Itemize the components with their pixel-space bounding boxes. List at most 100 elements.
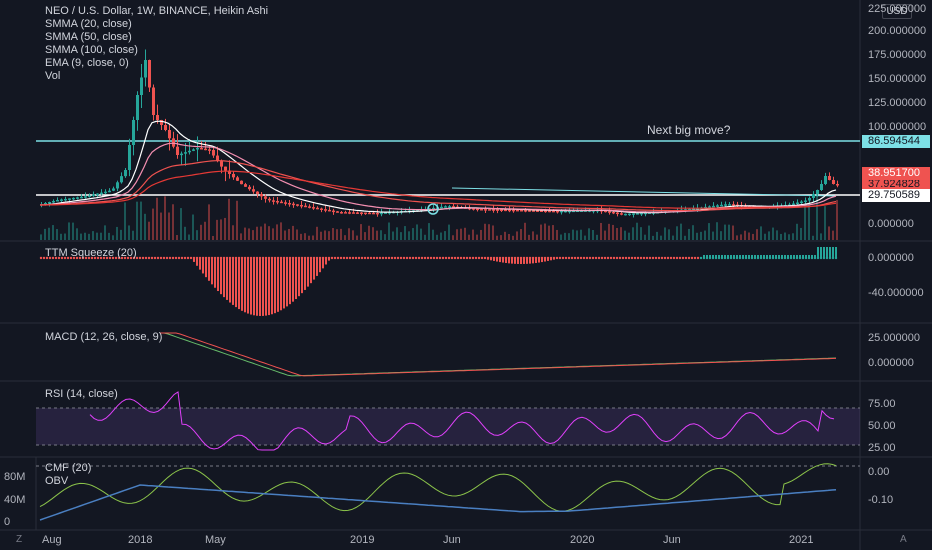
squeeze-dot — [699, 256, 703, 260]
squeeze-dot — [51, 256, 55, 260]
candle — [360, 212, 363, 214]
squeeze-dot — [654, 256, 658, 260]
volume-bar — [592, 229, 594, 240]
squeeze-dot — [48, 256, 52, 260]
squeeze-dot — [354, 256, 358, 260]
squeeze-dot — [201, 256, 205, 260]
squeeze-dot — [765, 256, 769, 260]
trend-line[interactable] — [451, 187, 836, 197]
candle — [44, 203, 47, 205]
candle — [608, 211, 611, 213]
candle — [236, 177, 239, 181]
volume-bar — [712, 231, 714, 240]
squeeze-dot — [42, 256, 46, 260]
squeeze-bar — [499, 258, 501, 263]
squeeze-dot — [612, 256, 616, 260]
macd-label[interactable]: MACD (12, 26, close, 9) — [45, 331, 163, 343]
candle — [276, 201, 279, 203]
rsi-tick: 50.00 — [868, 420, 896, 432]
squeeze-bar — [304, 258, 306, 290]
squeeze-label[interactable]: TTM Squeeze (20) — [45, 247, 137, 259]
squeeze-bar — [250, 258, 252, 315]
squeeze-dot — [363, 256, 367, 260]
obv-label[interactable]: OBV — [45, 475, 69, 487]
volume-bar — [400, 232, 402, 240]
volume-bar — [504, 231, 506, 240]
volume-bar — [552, 225, 554, 240]
squeeze-dot — [306, 256, 310, 260]
alert-icon[interactable] — [427, 203, 439, 215]
candle — [64, 198, 67, 201]
squeeze-dot — [627, 256, 631, 260]
candle — [640, 212, 643, 215]
symbol-title[interactable]: NEO / U.S. Dollar, 1W, BINANCE, Heikin A… — [45, 5, 269, 17]
squeeze-bar — [514, 258, 516, 264]
volume-bar — [644, 234, 646, 240]
squeeze-dot — [57, 256, 61, 260]
squeeze-dot — [282, 256, 286, 260]
squeeze-bar — [244, 258, 246, 313]
volume-bar — [116, 226, 118, 240]
squeeze-dot — [678, 256, 682, 260]
squeeze-bar — [523, 258, 525, 264]
cmf-label[interactable]: CMF (20) — [45, 462, 92, 474]
zoom-button[interactable]: Z — [16, 534, 23, 545]
auto-scale-button[interactable]: A — [900, 534, 907, 545]
volume-bar — [216, 219, 218, 240]
squeeze-dot — [753, 256, 757, 260]
candle — [252, 189, 255, 192]
squeeze-dot — [444, 256, 448, 260]
legend-volume[interactable]: Vol — [45, 70, 61, 82]
squeeze-dot — [630, 256, 634, 260]
squeeze-dot — [312, 256, 316, 260]
volume-bar — [556, 229, 558, 240]
legend-smma50[interactable]: SMMA (50, close) — [45, 31, 132, 43]
candle — [508, 209, 511, 212]
candle — [496, 209, 499, 211]
volume-bar — [544, 223, 546, 240]
squeeze-bar — [229, 258, 231, 303]
squeeze-dot — [543, 256, 547, 260]
squeeze-dot — [294, 256, 298, 260]
squeeze-dot — [690, 256, 694, 260]
squeeze-dot — [357, 256, 361, 260]
candle — [116, 182, 119, 189]
volume-bar — [764, 233, 766, 240]
volume-bar — [484, 223, 486, 240]
volume-bar — [760, 226, 762, 240]
squeeze-bar — [193, 258, 195, 262]
volume-bar — [792, 233, 794, 240]
legend-smma20[interactable]: SMMA (20, close) — [45, 18, 132, 30]
chart-annotation[interactable]: Next big move? — [647, 123, 731, 137]
squeeze-bar — [742, 255, 744, 258]
volume-bar — [684, 235, 686, 240]
squeeze-dot — [159, 256, 163, 260]
candle — [544, 210, 547, 213]
volume-bar — [824, 206, 826, 240]
volume-bar — [200, 224, 202, 240]
squeeze-tick: 0.000000 — [868, 252, 914, 264]
volume-bar — [788, 234, 790, 240]
candle — [712, 205, 715, 208]
volume-bar — [184, 226, 186, 240]
volume-bar — [780, 233, 782, 240]
candle — [512, 209, 515, 212]
squeeze-bar — [286, 258, 288, 307]
squeeze-bar — [703, 255, 705, 258]
squeeze-bar — [748, 255, 750, 258]
rsi-label[interactable]: RSI (14, close) — [45, 388, 118, 400]
squeeze-bar — [502, 258, 504, 263]
squeeze-dot — [450, 256, 454, 260]
squeeze-dot — [636, 256, 640, 260]
squeeze-dot — [321, 256, 325, 260]
volume-bar — [208, 204, 210, 240]
legend-ema9[interactable]: EMA (9, close, 0) — [45, 57, 129, 69]
squeeze-bar — [226, 258, 228, 300]
legend-smma100[interactable]: SMMA (100, close) — [45, 44, 138, 56]
candle — [200, 148, 203, 150]
volume-bar — [324, 230, 326, 240]
candle — [820, 184, 823, 190]
price-tick: 225.000000 — [868, 3, 927, 15]
currency-button[interactable]: USD — [882, 4, 912, 19]
